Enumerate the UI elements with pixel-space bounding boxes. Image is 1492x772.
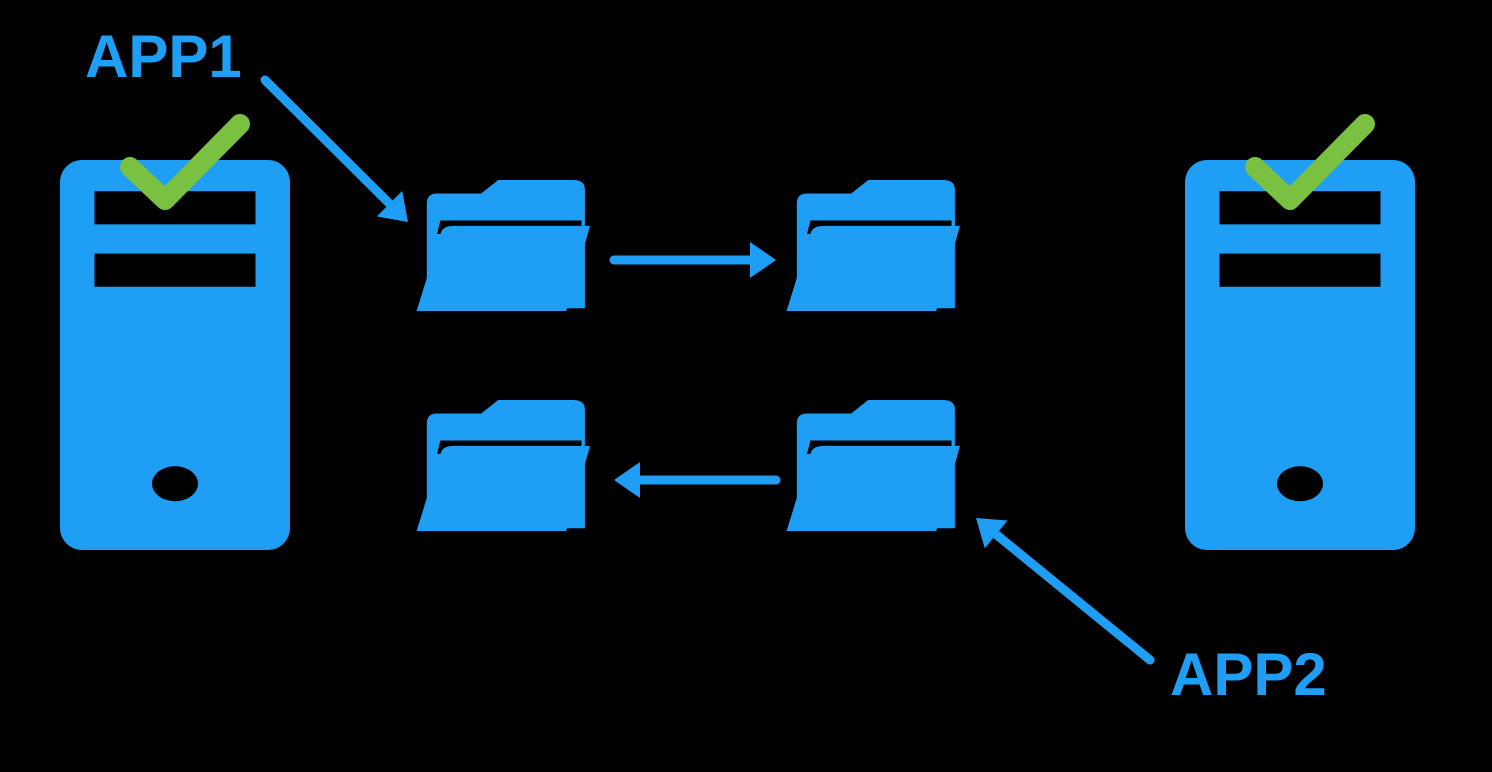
app2-label: APP2: [1170, 640, 1327, 709]
arrow-app1-to-folder: [225, 40, 448, 262]
arrow-app2-to-folder: [936, 478, 1190, 700]
checkmark-right-icon: [1245, 112, 1375, 212]
diagram-canvas: APP1 APP2: [0, 0, 1492, 772]
server-right-icon: [1185, 160, 1415, 550]
arrow-bottom-flow: [574, 440, 816, 520]
folder-bottom-left-icon: [420, 400, 590, 535]
app1-label: APP1: [85, 22, 242, 91]
arrow-top-flow: [574, 220, 816, 300]
